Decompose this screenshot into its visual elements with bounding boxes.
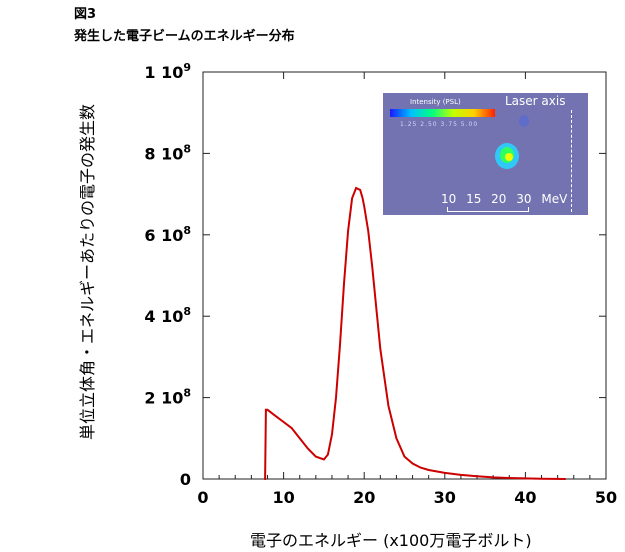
energy-curve — [264, 186, 566, 480]
inset-energy-ticks: 10 15 20 30 MeV — [441, 192, 568, 206]
x-tick-label: 20 — [353, 488, 375, 507]
beam-spot-image — [495, 115, 529, 169]
figure-title: 発生した電子ビームのエネルギー分布 — [74, 29, 295, 44]
y-axis-label: 単位立体角・エネルギーあたりの電子の発生数 — [78, 104, 97, 441]
y-tick-label: 0 — [180, 470, 191, 489]
laser-axis-line — [571, 110, 572, 212]
inset-energy-bracket — [447, 207, 529, 212]
x-tick-label: 30 — [434, 488, 456, 507]
x-axis-label: 電子のエネルギー (x100万電子ボルト) — [250, 531, 532, 550]
y-tick-label: 8 108 — [144, 142, 191, 163]
x-tick-labels: 0 10 20 30 40 50 — [197, 488, 617, 507]
plot-frame — [202, 71, 607, 480]
y-tick-label: 2 108 — [144, 387, 191, 408]
x-tick-label: 10 — [272, 488, 294, 507]
tick-marks — [202, 71, 607, 480]
inset-scale-title: Intensity (PSL) — [410, 98, 461, 106]
figure-label: 図3 — [74, 7, 97, 22]
x-tick-label: 50 — [595, 488, 617, 507]
y-tick-label: 1 109 — [144, 61, 191, 82]
x-tick-label: 40 — [514, 488, 536, 507]
laser-axis-label: Laser axis — [505, 94, 566, 108]
intensity-colorbar — [390, 109, 495, 117]
y-tick-labels: 0 2 108 4 108 6 108 8 108 1 109 — [144, 61, 191, 489]
y-tick-label: 4 108 — [144, 305, 191, 326]
y-tick-label: 6 108 — [144, 224, 191, 245]
x-tick-label: 0 — [197, 488, 208, 507]
inset-scale-ticks: 1.25 2.50 3.75 5.00 — [400, 121, 479, 128]
